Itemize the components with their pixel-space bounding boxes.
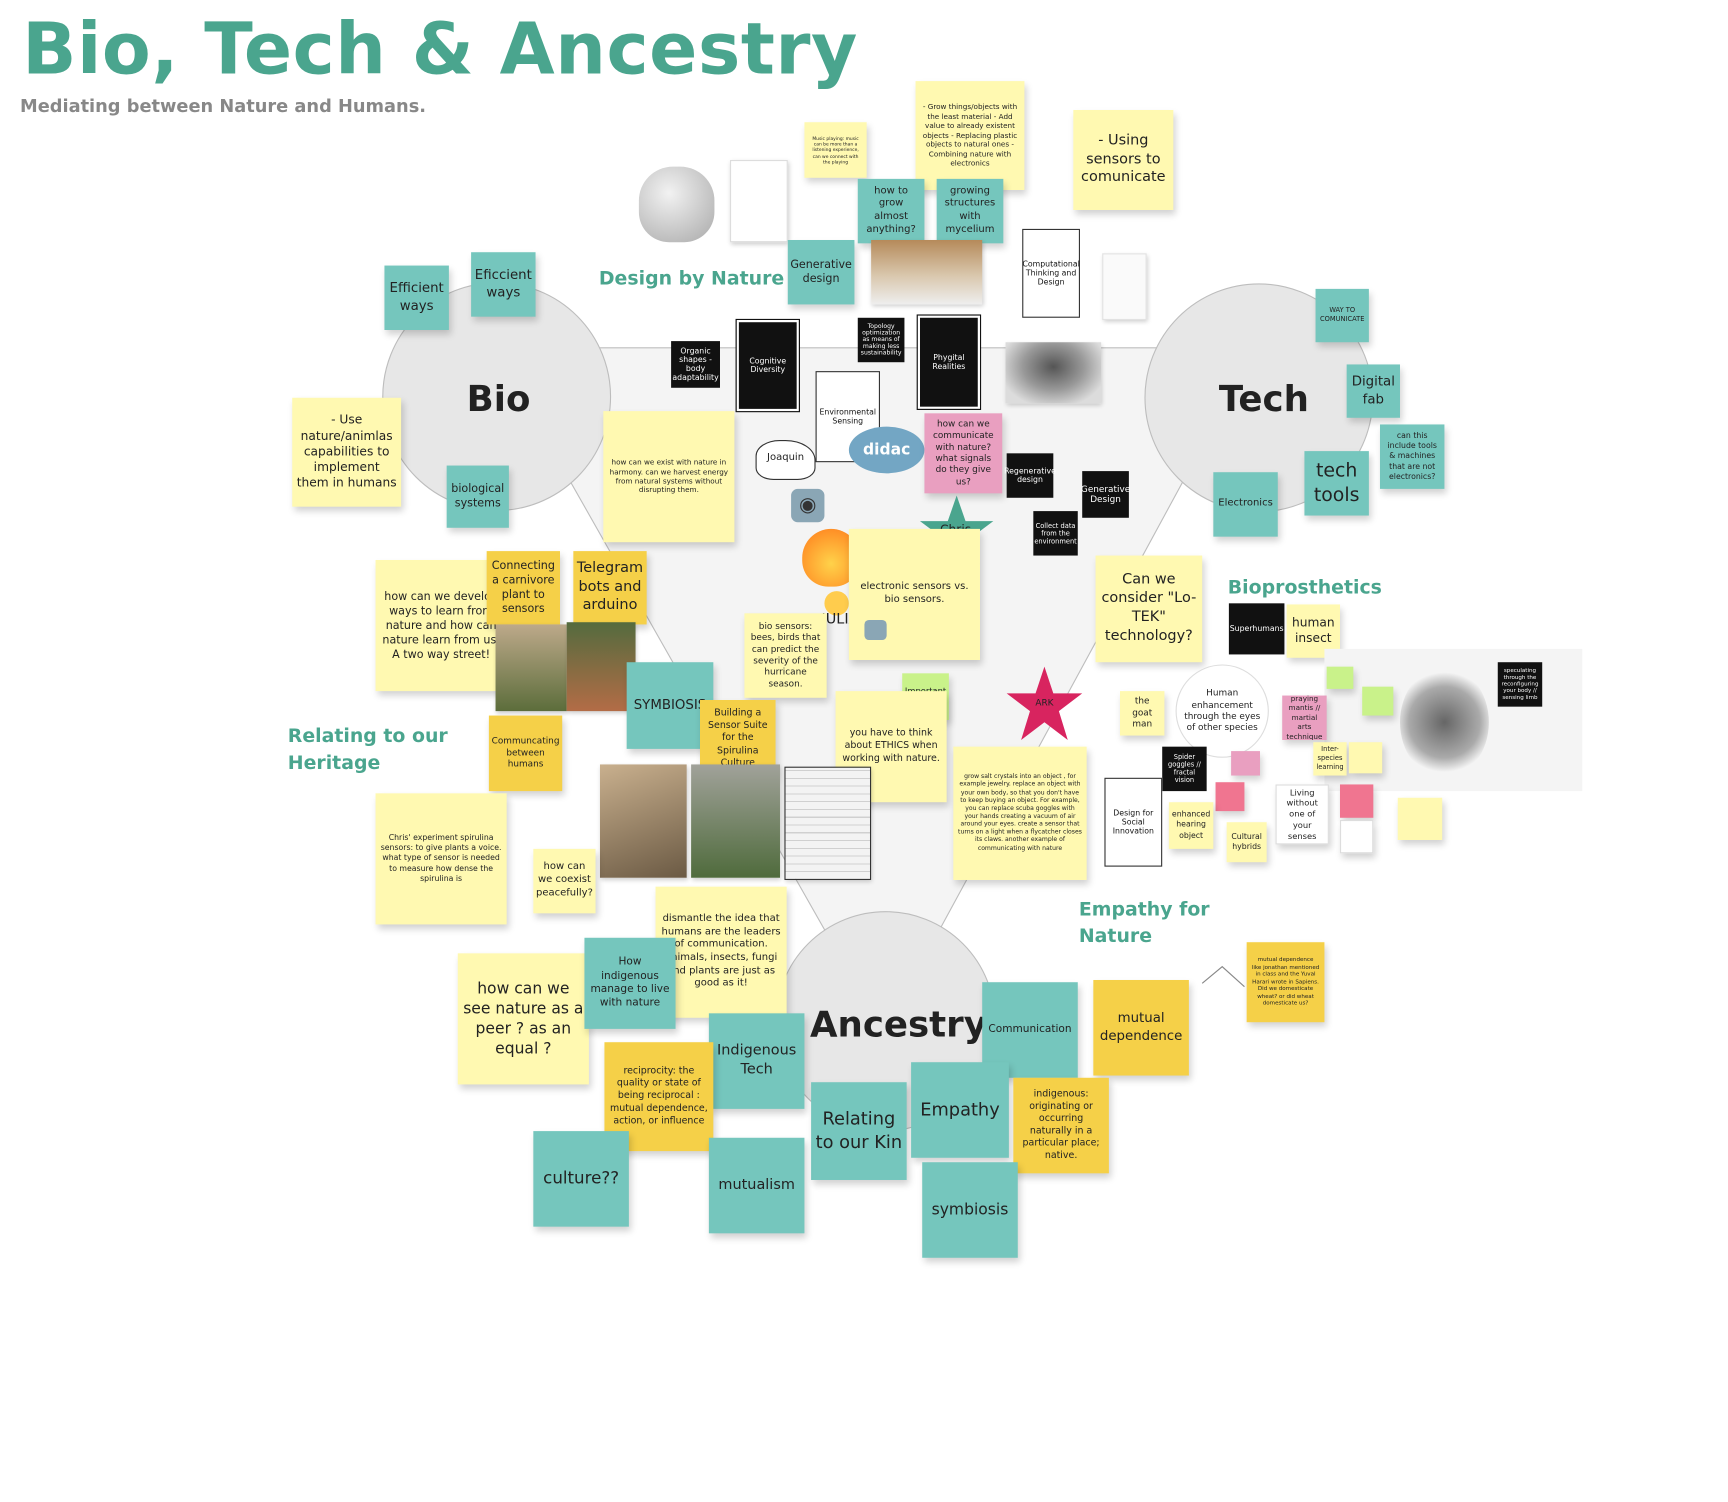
jar-photo — [691, 764, 780, 878]
phygital-card[interactable]: Phygital Realities — [916, 314, 982, 410]
sticky-note[interactable]: - Grow things/objects with the least mat… — [915, 81, 1025, 190]
collect-data-card[interactable]: Collect data from the environment — [1033, 511, 1078, 556]
sticky-note[interactable]: - Use nature/animlas capabilities to imp… — [292, 397, 402, 507]
sticky-note[interactable]: Can we consider "Lo-TEK" technology? — [1095, 555, 1203, 663]
heading-bioprosthetics: Bioprosthetics — [1227, 576, 1382, 599]
sticky-note[interactable]: culture?? — [533, 1131, 629, 1227]
ancestry-label: Ancestry — [809, 1003, 987, 1046]
sticky-note[interactable]: how can we exist with nature in harmony.… — [603, 411, 735, 543]
sticky-note[interactable]: - Using sensors to comunicate — [1073, 109, 1174, 210]
sticky-note[interactable]: dismantle the idea that humans are the l… — [655, 886, 787, 1018]
sticky-note[interactable]: how can we develop ways to learn from na… — [375, 559, 507, 692]
sticky-note[interactable]: SYMBIOSIS — [626, 662, 714, 749]
sticky-note[interactable] — [1326, 666, 1354, 689]
carnivore-plant-photo — [566, 622, 636, 712]
sticky-note[interactable]: how can we communicate with nature? what… — [924, 413, 1003, 494]
tree-photo — [1005, 342, 1102, 404]
sticky-note[interactable]: how can we coexist peacefully? — [533, 848, 596, 914]
sticky-note[interactable]: praying mantis // martial arts technique — [1282, 695, 1327, 740]
sticky-note[interactable]: Electronics — [1213, 472, 1278, 537]
sticky-note[interactable]: mutual dependence — [1093, 979, 1189, 1076]
skull-image — [638, 166, 715, 243]
sticky-note[interactable]: How indigenous manage to live with natur… — [584, 937, 676, 1029]
robot-icon: ◉ — [791, 488, 825, 523]
sticky-note[interactable]: Digital fab — [1346, 364, 1400, 418]
sticky-note[interactable]: Music playing: music can be more than a … — [804, 122, 867, 178]
smile-emoji-icon — [824, 591, 849, 616]
robot-icon — [864, 619, 887, 640]
heading-relating-heritage: Relating to our Heritage — [287, 725, 448, 775]
sticky-note[interactable] — [1231, 751, 1260, 776]
note-body: like jonathan mentioned in class and the… — [1251, 964, 1320, 1007]
spider-goggles-card[interactable]: Spider goggles // fractal vision — [1162, 746, 1207, 792]
sticky-note[interactable]: Indigenous Tech — [708, 1013, 805, 1109]
sticky-note[interactable]: mutual dependence like jonathan mentione… — [1246, 942, 1325, 1023]
speculating-card[interactable]: speculating through the reconfiguring yo… — [1497, 662, 1543, 707]
sticky-note[interactable]: how can we see nature as a peer ? as an … — [457, 953, 589, 1085]
organic-shapes-card[interactable]: Organic shapes - body adaptability — [671, 341, 720, 388]
didac-avatar: didac — [848, 426, 925, 474]
sticky-note[interactable]: how to grow almost anything? — [857, 178, 925, 244]
sticky-note[interactable]: Communcating between humans — [488, 715, 563, 792]
sticky-note[interactable]: indigenous: originating or occurring nat… — [1013, 1077, 1109, 1174]
sticky-note[interactable]: tech tools — [1304, 451, 1369, 516]
heading-empathy-nature: Empathy for Nature — [1078, 898, 1210, 948]
sticky-note[interactable]: can this include tools & machines that a… — [1379, 424, 1445, 489]
sticky-note[interactable]: enhanced hearing object — [1168, 802, 1214, 849]
regenerative-card[interactable]: Regenerative design — [1004, 453, 1056, 498]
sticky-note[interactable]: human insect — [1286, 604, 1340, 658]
sticky-note[interactable]: Telegram bots and arduino — [573, 551, 647, 625]
star-icon — [1006, 666, 1083, 740]
sticky-note[interactable]: Connecting a carnivore plant to sensors — [486, 551, 560, 625]
sticky-note[interactable]: Relating to our Kin — [811, 1082, 907, 1180]
superhumans-card[interactable]: Superhumans — [1228, 603, 1285, 655]
sticky-note[interactable]: Chris' experiment spirulina sensors: to … — [375, 793, 507, 925]
sticky-note[interactable] — [1348, 742, 1383, 774]
plant-photo — [495, 624, 567, 712]
sticky-note[interactable]: Cultural hybrids — [1226, 822, 1267, 863]
sticky-note[interactable]: biological systems — [446, 465, 509, 528]
human-enhancement-bubble[interactable]: Human enhancement through the eyes of ot… — [1175, 664, 1269, 758]
topology-card[interactable]: Topology optimization as means of making… — [857, 317, 905, 363]
ark-avatar-label: ARK — [1035, 697, 1054, 708]
note-heading: mutual dependence — [1257, 956, 1314, 964]
sketch-photo — [784, 766, 872, 880]
sticky-note[interactable] — [1339, 819, 1374, 854]
wood-structure-photo — [871, 239, 983, 305]
sticky-note[interactable]: growing structures with mycelium — [936, 178, 1004, 244]
bio-label: Bio — [466, 377, 531, 420]
heading-design-by-nature: Design by Nature — [598, 267, 785, 290]
sticky-note[interactable]: WAY TO COMUNICATE — [1315, 288, 1369, 343]
polar-bear-avatar: Joaquin — [755, 439, 816, 480]
sticky-note[interactable]: mutualism — [708, 1137, 805, 1234]
sticky-note[interactable] — [1215, 782, 1245, 812]
sticky-note[interactable]: Communication — [982, 982, 1078, 1078]
tech-label: Tech — [1218, 377, 1309, 420]
sticky-note[interactable]: bio sensors: bees, birds that can predic… — [744, 613, 827, 698]
page-title: Bio, Tech & Ancestry — [22, 8, 858, 92]
cognitive-diversity-card[interactable]: Cognitive Diversity — [735, 318, 800, 413]
sticky-note[interactable]: Eficcient ways — [471, 252, 536, 317]
sticky-note[interactable]: Living without one of your senses — [1275, 784, 1329, 845]
design-social-card[interactable]: Design for Social Innovation — [1104, 777, 1163, 867]
sticky-note[interactable]: the goat man — [1119, 691, 1165, 736]
anatomy-drawing — [1399, 666, 1489, 778]
comp-thinking-card[interactable]: Computational Thinking and Design — [1022, 228, 1080, 318]
sticky-note[interactable] — [1397, 797, 1443, 840]
circuit-photo — [599, 764, 687, 878]
rock-photo — [1102, 253, 1147, 320]
sticky-note[interactable] — [1339, 784, 1374, 818]
sticky-note[interactable]: electronic sensors vs. bio sensors. — [848, 528, 980, 660]
sticky-note[interactable]: Empathy — [911, 1062, 1009, 1158]
generative-design-card[interactable]: Generative Design — [1081, 471, 1130, 518]
sticky-note[interactable]: symbiosis — [922, 1162, 1018, 1258]
page-subtitle: Mediating between Nature and Humans. — [19, 95, 427, 117]
sticky-note[interactable]: Inter-species learning — [1313, 742, 1347, 776]
sticky-note[interactable]: Generative design — [787, 239, 855, 305]
photo-card — [729, 159, 788, 243]
sticky-note[interactable] — [1362, 686, 1394, 716]
sticky-note[interactable]: Efficient ways — [384, 265, 449, 330]
sticky-note[interactable]: grow salt crystals into an object , for … — [953, 746, 1087, 880]
